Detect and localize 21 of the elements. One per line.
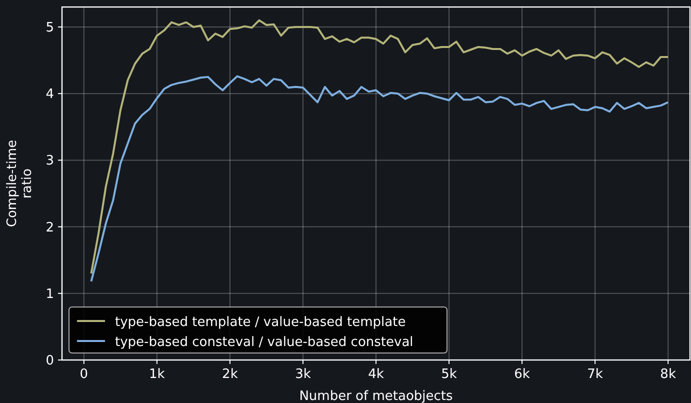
- x-tick-label: 0: [80, 367, 88, 382]
- x-tick-label: 1k: [149, 367, 166, 382]
- y-tick-label: 2: [46, 220, 54, 236]
- x-tick-label: 3k: [295, 367, 312, 382]
- y-tick-label: 5: [46, 20, 54, 36]
- x-tick-label: 4k: [368, 367, 384, 382]
- x-tick-label: 6k: [514, 367, 530, 382]
- y-tick-label: 4: [46, 87, 54, 102]
- y-tick-label: 0: [46, 354, 54, 368]
- line-series: [90, 19, 670, 274]
- line-series: [90, 75, 670, 282]
- legend-label: type-based template / value-based template: [115, 315, 406, 330]
- legend-label: type-based consteval / value-based consteval: [115, 335, 414, 350]
- y-axis-title: Compile-time ratio: [5, 140, 35, 228]
- x-axis-title: Number of metaobjects: [299, 389, 454, 403]
- x-tick-label: 7k: [587, 367, 604, 382]
- x-tick-label: 2k: [222, 367, 238, 382]
- y-tick-label: 1: [46, 286, 54, 302]
- x-tick-label: 8k: [660, 367, 676, 382]
- x-tick-label: 5k: [441, 367, 458, 382]
- y-tick-label: 3: [46, 154, 54, 169]
